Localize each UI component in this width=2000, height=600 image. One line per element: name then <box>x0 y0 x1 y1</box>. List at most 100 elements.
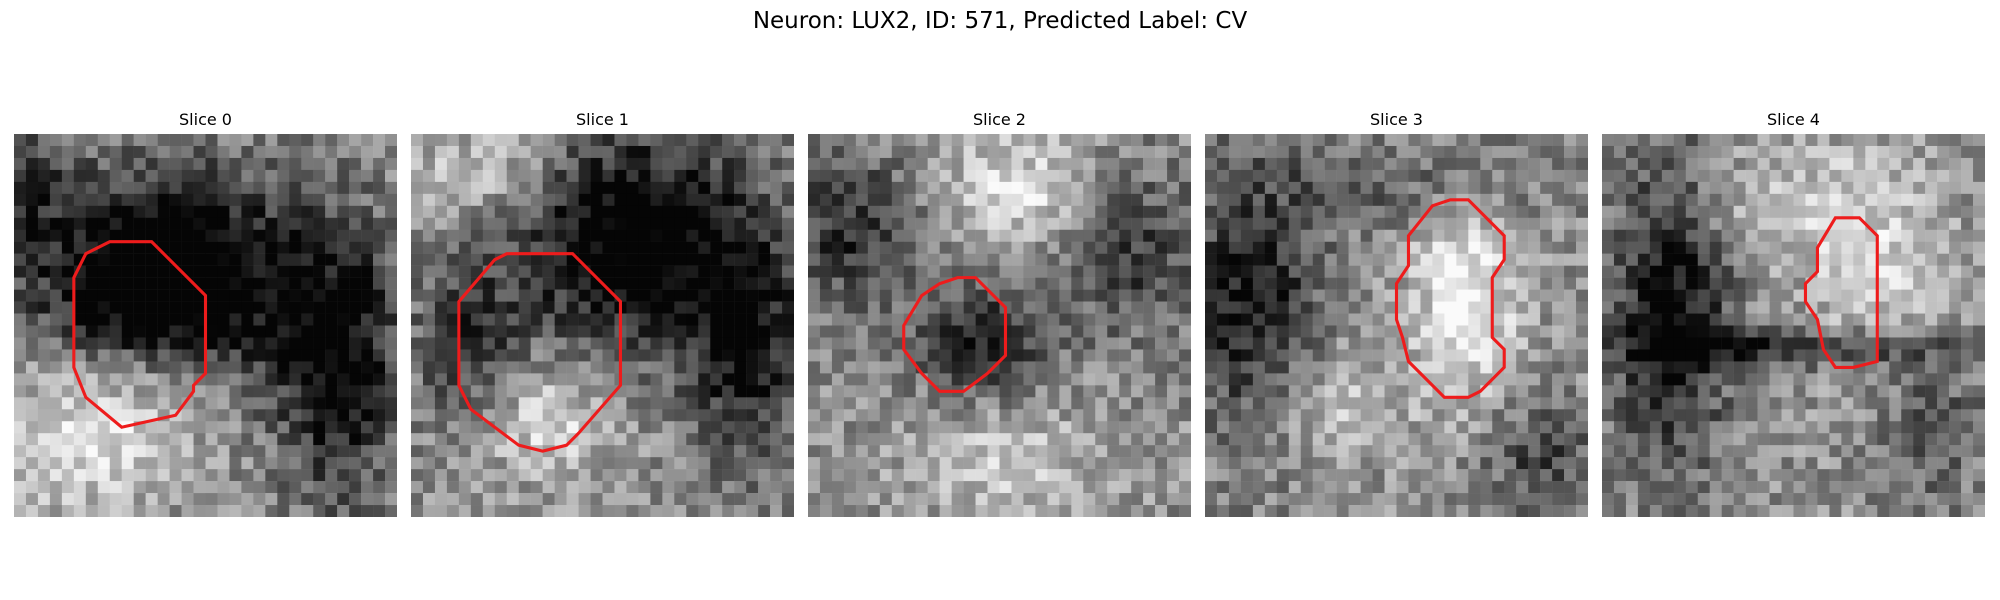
pixel <box>1131 409 1144 422</box>
pixel <box>1167 385 1180 398</box>
pixel <box>241 397 254 410</box>
pixel <box>1143 193 1156 207</box>
pixel <box>49 469 63 482</box>
pixel <box>1793 397 1806 410</box>
pixel <box>891 145 904 159</box>
pixel <box>650 253 663 266</box>
pixel <box>903 157 916 171</box>
pixel <box>1420 265 1433 278</box>
pixel <box>963 229 976 242</box>
pixel <box>1540 205 1553 219</box>
pixel <box>686 301 699 314</box>
pixel <box>1240 433 1254 446</box>
pixel <box>554 241 567 254</box>
pixel <box>1540 325 1553 338</box>
pixel <box>808 505 821 517</box>
pixel <box>157 457 170 470</box>
pixel <box>1757 205 1770 219</box>
pixel <box>337 265 350 278</box>
pixel <box>915 433 928 446</box>
pixel <box>1552 301 1565 314</box>
pixel <box>385 134 397 147</box>
pixel <box>1167 217 1180 230</box>
pixel <box>963 169 976 183</box>
pixel <box>1372 169 1385 183</box>
pixel <box>1107 337 1120 350</box>
pixel <box>939 361 952 374</box>
pixel <box>1083 145 1096 159</box>
pixel <box>891 325 904 338</box>
pixel <box>554 277 567 290</box>
pixel <box>1613 169 1627 183</box>
pixel <box>770 217 783 230</box>
pixel <box>205 481 218 494</box>
pixel <box>1685 337 1698 350</box>
pixel <box>927 229 940 242</box>
pixel <box>987 349 1000 362</box>
pixel <box>133 349 146 362</box>
pixel <box>14 505 27 517</box>
pixel <box>97 457 110 470</box>
pixel <box>1179 361 1191 374</box>
pixel <box>1973 205 1985 219</box>
pixel <box>819 313 833 326</box>
pixel <box>241 253 254 266</box>
pixel <box>1901 397 1914 410</box>
pixel <box>1047 481 1060 494</box>
pixel <box>361 361 374 374</box>
pixel <box>229 277 242 290</box>
pixel <box>1841 397 1854 410</box>
pixel <box>1913 265 1926 278</box>
pixel <box>506 349 519 362</box>
pixel <box>265 373 278 386</box>
pixel <box>867 193 881 207</box>
pixel <box>169 481 182 494</box>
pixel <box>1372 493 1385 506</box>
pixel <box>482 385 496 398</box>
pixel <box>1853 181 1866 195</box>
pixel <box>1889 409 1902 422</box>
pixel <box>999 289 1012 302</box>
pixel <box>277 505 290 517</box>
pixel <box>49 301 63 314</box>
pixel <box>14 217 27 230</box>
pixel <box>903 469 916 482</box>
pixel <box>1119 421 1132 434</box>
pixel <box>1961 313 1974 326</box>
pixel <box>14 469 27 482</box>
pixel <box>566 493 579 506</box>
pixel <box>1925 325 1938 338</box>
pixel <box>831 349 845 362</box>
pixel <box>1817 205 1830 219</box>
pixel <box>1228 349 1242 362</box>
pixel <box>289 409 302 422</box>
pixel <box>939 157 952 171</box>
pixel <box>1444 181 1457 195</box>
pixel <box>1360 301 1373 314</box>
pixel <box>1697 134 1710 147</box>
pixel <box>361 205 374 219</box>
pixel <box>133 134 146 147</box>
pixel <box>1901 349 1914 362</box>
pixel <box>1264 253 1278 266</box>
pixel <box>975 457 988 470</box>
slice-title: Slice 0 <box>179 110 232 129</box>
pixel <box>337 457 350 470</box>
pixel <box>1408 409 1421 422</box>
pixel <box>289 229 302 242</box>
pixel <box>1673 409 1687 422</box>
pixel <box>614 181 627 195</box>
pixel <box>1444 505 1457 517</box>
pixel <box>566 421 579 434</box>
pixel <box>614 445 627 458</box>
pixel <box>1733 277 1746 290</box>
pixel <box>1625 181 1639 195</box>
pixel <box>1288 385 1301 398</box>
pixel <box>1949 277 1962 290</box>
pixel <box>1697 349 1710 362</box>
pixel <box>1179 134 1191 147</box>
pixel <box>1167 409 1180 422</box>
pixel <box>746 373 759 386</box>
pixel <box>265 169 278 183</box>
pixel <box>145 229 158 242</box>
